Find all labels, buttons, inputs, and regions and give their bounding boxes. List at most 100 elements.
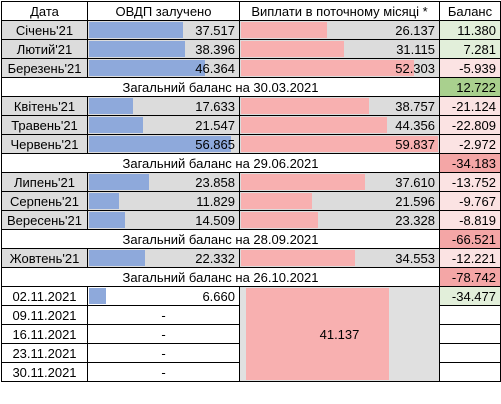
- date-cell: Лютий'21: [1, 39, 88, 59]
- ovdp-cell: 11.829: [87, 191, 240, 211]
- ovdp-cell-bar: [89, 98, 133, 114]
- month-row: Квітень'21 17.633 38.757 -21.124: [1, 96, 501, 116]
- ovdp-cell: 17.633: [87, 96, 240, 116]
- payment-cell: 26.137: [239, 20, 440, 40]
- payment-cell-value: 37.610: [395, 174, 435, 190]
- month-row: Серпень'21 11.829 21.596 -9.767: [1, 191, 501, 211]
- week-ovdp-cell-value: -: [161, 364, 166, 380]
- ovdp-cell-value: 21.547: [195, 117, 235, 133]
- week-date-cell: 30.11.2021: [1, 362, 88, 382]
- payment-cell-value: 31.115: [396, 41, 435, 57]
- month-row: Вересень'21 14.509 23.328 -8.819: [1, 210, 501, 230]
- balance-cell: -21.124: [439, 96, 501, 116]
- date-cell: Березень'21: [1, 58, 88, 78]
- payment-cell-bar: [241, 60, 414, 76]
- header-date: Дата: [1, 1, 88, 21]
- balance-cell: -12.221: [439, 248, 501, 268]
- month-row: Жовтень'21 22.332 34.553 -12.221: [1, 248, 501, 268]
- balance-cell: -9.767: [439, 191, 501, 211]
- summary-balance: -66.521: [439, 229, 501, 249]
- payment-cell-value: 38.757: [395, 98, 435, 114]
- week-ovdp-cell-value: -: [161, 345, 166, 361]
- ovdp-cell-value: 46.364: [195, 60, 235, 76]
- month-row: Січень'21 37.517 26.137 11.380: [1, 20, 501, 40]
- week-ovdp-cell-value: -: [161, 307, 166, 323]
- ovdp-cell-bar: [89, 193, 119, 209]
- payment-cell: 52.303: [239, 58, 440, 78]
- balance-table: Дата ОВДП залучено Виплати в поточному м…: [1, 1, 501, 382]
- payment-cell: 37.610: [239, 172, 440, 192]
- balance-cell: -22.809: [439, 115, 501, 135]
- week-ovdp-cell-value: 6.660: [202, 288, 235, 304]
- payment-cell-bar: [241, 136, 438, 152]
- month-row: Березень'21 46.364 52.303 -5.939: [1, 58, 501, 78]
- ovdp-cell: 21.547: [87, 115, 240, 135]
- payment-cell: 44.356: [239, 115, 440, 135]
- weekly-payment-cell: 41.137: [239, 286, 440, 382]
- payment-cell-value: 52.303: [395, 60, 435, 76]
- ovdp-cell-bar: [89, 136, 231, 152]
- ovdp-cell-bar: [89, 22, 183, 38]
- header-balance: Баланс: [439, 1, 501, 21]
- payment-cell-bar: [241, 117, 387, 133]
- date-cell: Квітень'21: [1, 96, 88, 116]
- ovdp-cell-bar: [89, 174, 149, 190]
- balance-cell: 11.380: [439, 20, 501, 40]
- summary-row: Загальний баланс на 30.03.2021 12.722: [1, 77, 501, 97]
- summary-label: Загальний баланс на 29.06.2021: [1, 153, 440, 173]
- ovdp-cell-value: 11.829: [196, 193, 235, 209]
- week-ovdp-cell: -: [87, 324, 240, 344]
- week-date-cell: 16.11.2021: [1, 324, 88, 344]
- payment-cell-bar: [241, 193, 312, 209]
- payment-cell-bar: [241, 174, 365, 190]
- ovdp-cell: 56.865: [87, 134, 240, 154]
- payment-cell: 34.553: [239, 248, 440, 268]
- week-ovdp-cell: -: [87, 305, 240, 325]
- payment-cell-value: 44.356: [395, 117, 435, 133]
- ovdp-cell-value: 22.332: [195, 250, 235, 266]
- ovdp-cell-value: 17.633: [195, 98, 235, 114]
- week-ovdp-cell-value: -: [161, 326, 166, 342]
- ovdp-cell-value: 23.858: [195, 174, 235, 190]
- payment-cell-bar: [241, 41, 344, 57]
- week-balance-cell: -34.477: [439, 286, 501, 306]
- weekly-payment-bar: [246, 288, 389, 380]
- summary-balance: -78.742: [439, 267, 501, 287]
- payment-cell-value: 23.328: [395, 212, 435, 228]
- week-balance-cell: [439, 343, 501, 363]
- month-row: Липень'21 23.858 37.610 -13.752: [1, 172, 501, 192]
- week-date-cell: 23.11.2021: [1, 343, 88, 363]
- balance-cell: -8.819: [439, 210, 501, 230]
- ovdp-cell: 38.396: [87, 39, 240, 59]
- week-row: 02.11.2021 6.660 41.137 -34.477: [1, 286, 501, 382]
- summary-row: Загальний баланс на 26.10.2021 -78.742: [1, 267, 501, 287]
- week-date-cell: 09.11.2021: [1, 305, 88, 325]
- date-cell: Серпень'21: [1, 191, 88, 211]
- week-ovdp-cell: -: [87, 343, 240, 363]
- week-balance-cell: [439, 362, 501, 382]
- summary-balance: -34.183: [439, 153, 501, 173]
- payment-cell-bar: [241, 212, 318, 228]
- month-row: Лютий'21 38.396 31.115 7.281: [1, 39, 501, 59]
- week-balance-cell: [439, 305, 501, 325]
- week-row: 09.11.2021 -: [1, 305, 501, 325]
- date-cell: Жовтень'21: [1, 248, 88, 268]
- summary-row: Загальний баланс на 28.09.2021 -66.521: [1, 229, 501, 249]
- payment-cell: 23.328: [239, 210, 440, 230]
- summary-label: Загальний баланс на 26.10.2021: [1, 267, 440, 287]
- month-row: Травень'21 21.547 44.356 -22.809: [1, 115, 501, 135]
- date-cell: Січень'21: [1, 20, 88, 40]
- ovdp-cell-bar: [89, 212, 125, 228]
- ovdp-cell-value: 56.865: [195, 136, 235, 152]
- payment-cell-bar: [241, 98, 369, 114]
- week-ovdp-cell: 6.660: [87, 286, 240, 306]
- ovdp-cell: 23.858: [87, 172, 240, 192]
- month-row: Червень'21 56.865 59.837 -2.972: [1, 134, 501, 154]
- payment-cell-value: 59.837: [395, 136, 435, 152]
- week-balance-cell: [439, 324, 501, 344]
- date-cell: Червень'21: [1, 134, 88, 154]
- ovdp-cell-value: 37.517: [195, 22, 235, 38]
- ovdp-cell: 22.332: [87, 248, 240, 268]
- ovdp-cell-bar: [89, 41, 185, 57]
- ovdp-cell: 46.364: [87, 58, 240, 78]
